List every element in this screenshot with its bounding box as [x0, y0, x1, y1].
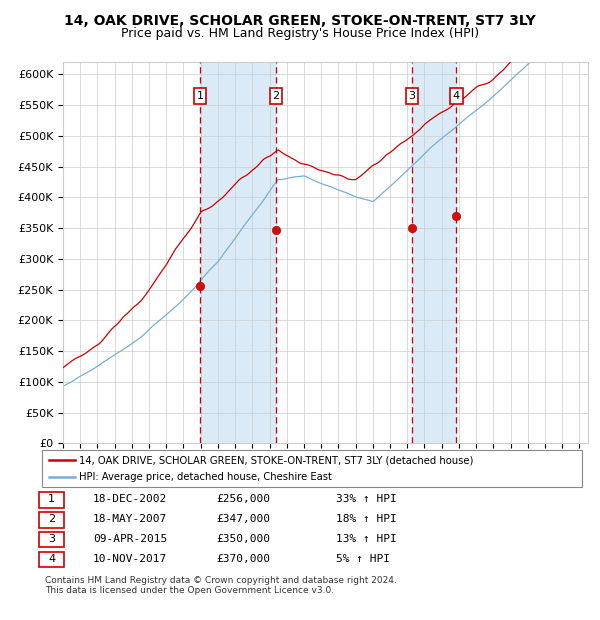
Text: Contains HM Land Registry data © Crown copyright and database right 2024.: Contains HM Land Registry data © Crown c…: [45, 576, 397, 585]
Text: 18% ↑ HPI: 18% ↑ HPI: [336, 514, 397, 524]
Text: HPI: Average price, detached house, Cheshire East: HPI: Average price, detached house, Ches…: [79, 472, 332, 482]
Text: 13% ↑ HPI: 13% ↑ HPI: [336, 534, 397, 544]
Text: 5% ↑ HPI: 5% ↑ HPI: [336, 554, 390, 564]
Text: £347,000: £347,000: [216, 514, 270, 524]
Text: Price paid vs. HM Land Registry's House Price Index (HPI): Price paid vs. HM Land Registry's House …: [121, 27, 479, 40]
Text: 2: 2: [48, 514, 55, 524]
Text: This data is licensed under the Open Government Licence v3.0.: This data is licensed under the Open Gov…: [45, 586, 334, 595]
Text: 4: 4: [453, 91, 460, 101]
Bar: [200, 62, 276, 443]
Text: £370,000: £370,000: [216, 554, 270, 564]
Text: 33% ↑ HPI: 33% ↑ HPI: [336, 494, 397, 504]
Text: 18-MAY-2007: 18-MAY-2007: [93, 514, 167, 524]
Text: 14, OAK DRIVE, SCHOLAR GREEN, STOKE-ON-TRENT, ST7 3LY: 14, OAK DRIVE, SCHOLAR GREEN, STOKE-ON-T…: [64, 14, 536, 28]
Text: 14, OAK DRIVE, SCHOLAR GREEN, STOKE-ON-TRENT, ST7 3LY (detached house): 14, OAK DRIVE, SCHOLAR GREEN, STOKE-ON-T…: [79, 455, 473, 465]
Text: 3: 3: [409, 91, 415, 101]
Text: 4: 4: [48, 554, 55, 564]
Text: 18-DEC-2002: 18-DEC-2002: [93, 494, 167, 504]
Bar: [412, 62, 457, 443]
Text: 1: 1: [48, 494, 55, 504]
Text: 1: 1: [197, 91, 203, 101]
Text: 09-APR-2015: 09-APR-2015: [93, 534, 167, 544]
Text: 3: 3: [48, 534, 55, 544]
Text: 2: 2: [272, 91, 280, 101]
Text: £350,000: £350,000: [216, 534, 270, 544]
Text: £256,000: £256,000: [216, 494, 270, 504]
Text: 10-NOV-2017: 10-NOV-2017: [93, 554, 167, 564]
